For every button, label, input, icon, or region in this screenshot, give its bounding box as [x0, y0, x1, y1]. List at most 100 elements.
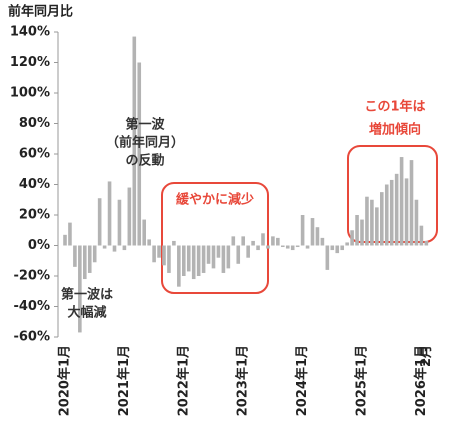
- bar: [137, 62, 142, 246]
- bar: [355, 215, 359, 246]
- bar: [266, 245, 270, 249]
- bar: [127, 187, 132, 246]
- y-tick-label: 140%: [10, 25, 50, 40]
- bar: [92, 245, 97, 263]
- bar: [384, 184, 389, 246]
- bar: [201, 245, 206, 273]
- annotation: 緩やかに減少: [176, 192, 254, 208]
- bar: [300, 215, 305, 246]
- y-tick-label: -20%: [13, 269, 50, 284]
- bar: [172, 240, 176, 246]
- bar: [211, 245, 216, 269]
- bar: [295, 245, 300, 248]
- bar: [389, 179, 394, 246]
- bar: [97, 198, 102, 246]
- bar: [107, 181, 112, 246]
- bar: [404, 178, 409, 246]
- bar: [68, 222, 72, 246]
- bar: [261, 233, 265, 246]
- x-tick-label: 2022年1月: [175, 345, 191, 416]
- y-tick-label: 20%: [19, 208, 50, 223]
- bar: [112, 245, 117, 252]
- bar: [315, 227, 320, 246]
- y-tick-label: 40%: [19, 177, 50, 192]
- bar: [310, 218, 315, 246]
- bar: [251, 240, 255, 246]
- bar: [325, 245, 330, 270]
- bar: [305, 245, 310, 249]
- y-tick-label: -60%: [13, 330, 50, 345]
- bar: [221, 245, 226, 273]
- x-tick-label: 2023年1月: [235, 345, 251, 416]
- bar: [380, 192, 384, 246]
- bar: [320, 237, 325, 246]
- bar: [191, 245, 196, 280]
- bar: [271, 236, 275, 246]
- bar: [285, 245, 290, 249]
- bar: [409, 160, 414, 246]
- bar: [335, 245, 340, 254]
- annotation: 増加傾向: [369, 122, 421, 138]
- bar: [196, 245, 201, 276]
- bar: [83, 245, 87, 280]
- bar: [73, 245, 77, 267]
- bar: [147, 239, 151, 246]
- bar: [216, 245, 221, 258]
- annotation: （前年同月）: [106, 135, 184, 151]
- bar: [177, 245, 181, 287]
- bar: [360, 219, 364, 246]
- bar: [117, 199, 122, 246]
- bar: [394, 173, 399, 246]
- x-tick-label: 2025年1月: [354, 345, 370, 416]
- bar: [281, 245, 285, 248]
- bar: [206, 245, 211, 264]
- x-tick-label: 2026年1月: [413, 345, 429, 416]
- bar: [370, 199, 374, 246]
- bar: [350, 230, 354, 246]
- annotation: 第一波は: [61, 287, 113, 303]
- x-tick-label: 2024年1月: [294, 345, 310, 416]
- x-tick-label: 2月: [419, 345, 434, 367]
- bar: [87, 245, 92, 273]
- bar: [152, 245, 156, 263]
- y-tick-label: 120%: [10, 55, 50, 70]
- bar: [142, 219, 146, 246]
- bar: [182, 245, 186, 276]
- bar: [122, 245, 127, 251]
- bar: [419, 225, 424, 246]
- annotation: この1年は: [364, 99, 425, 115]
- bar: [340, 245, 344, 251]
- bar: [231, 236, 236, 246]
- annotation: の反動: [125, 153, 164, 169]
- y-tick-label: 80%: [19, 116, 50, 131]
- bar: [78, 245, 82, 333]
- x-tick-label: 2020年1月: [57, 345, 73, 416]
- y-tick-label: -40%: [13, 299, 50, 314]
- bar: [236, 245, 241, 264]
- highlight-box: [161, 182, 269, 294]
- bar: [256, 245, 260, 251]
- bar: [167, 245, 171, 273]
- bar: [132, 36, 137, 246]
- bar: [276, 237, 280, 246]
- bar: [345, 242, 349, 246]
- bar: [365, 196, 369, 246]
- bar: [162, 245, 166, 266]
- y-tick-label: 100%: [10, 86, 50, 101]
- bar: [226, 245, 231, 269]
- bar: [186, 245, 191, 272]
- bar: [290, 245, 295, 251]
- bar: [246, 245, 250, 258]
- x-tick-label: 2021年1月: [116, 345, 132, 416]
- annotation: 第一波: [125, 117, 165, 133]
- y-axis-title: 前年同月比: [8, 4, 73, 20]
- bar: [102, 245, 107, 249]
- bar: [330, 245, 335, 251]
- bar: [157, 245, 161, 258]
- y-tick-label: 60%: [19, 147, 50, 162]
- annotation: 大幅減: [67, 305, 106, 321]
- bar: [424, 240, 429, 246]
- bar: [375, 207, 379, 246]
- bar: [414, 199, 419, 246]
